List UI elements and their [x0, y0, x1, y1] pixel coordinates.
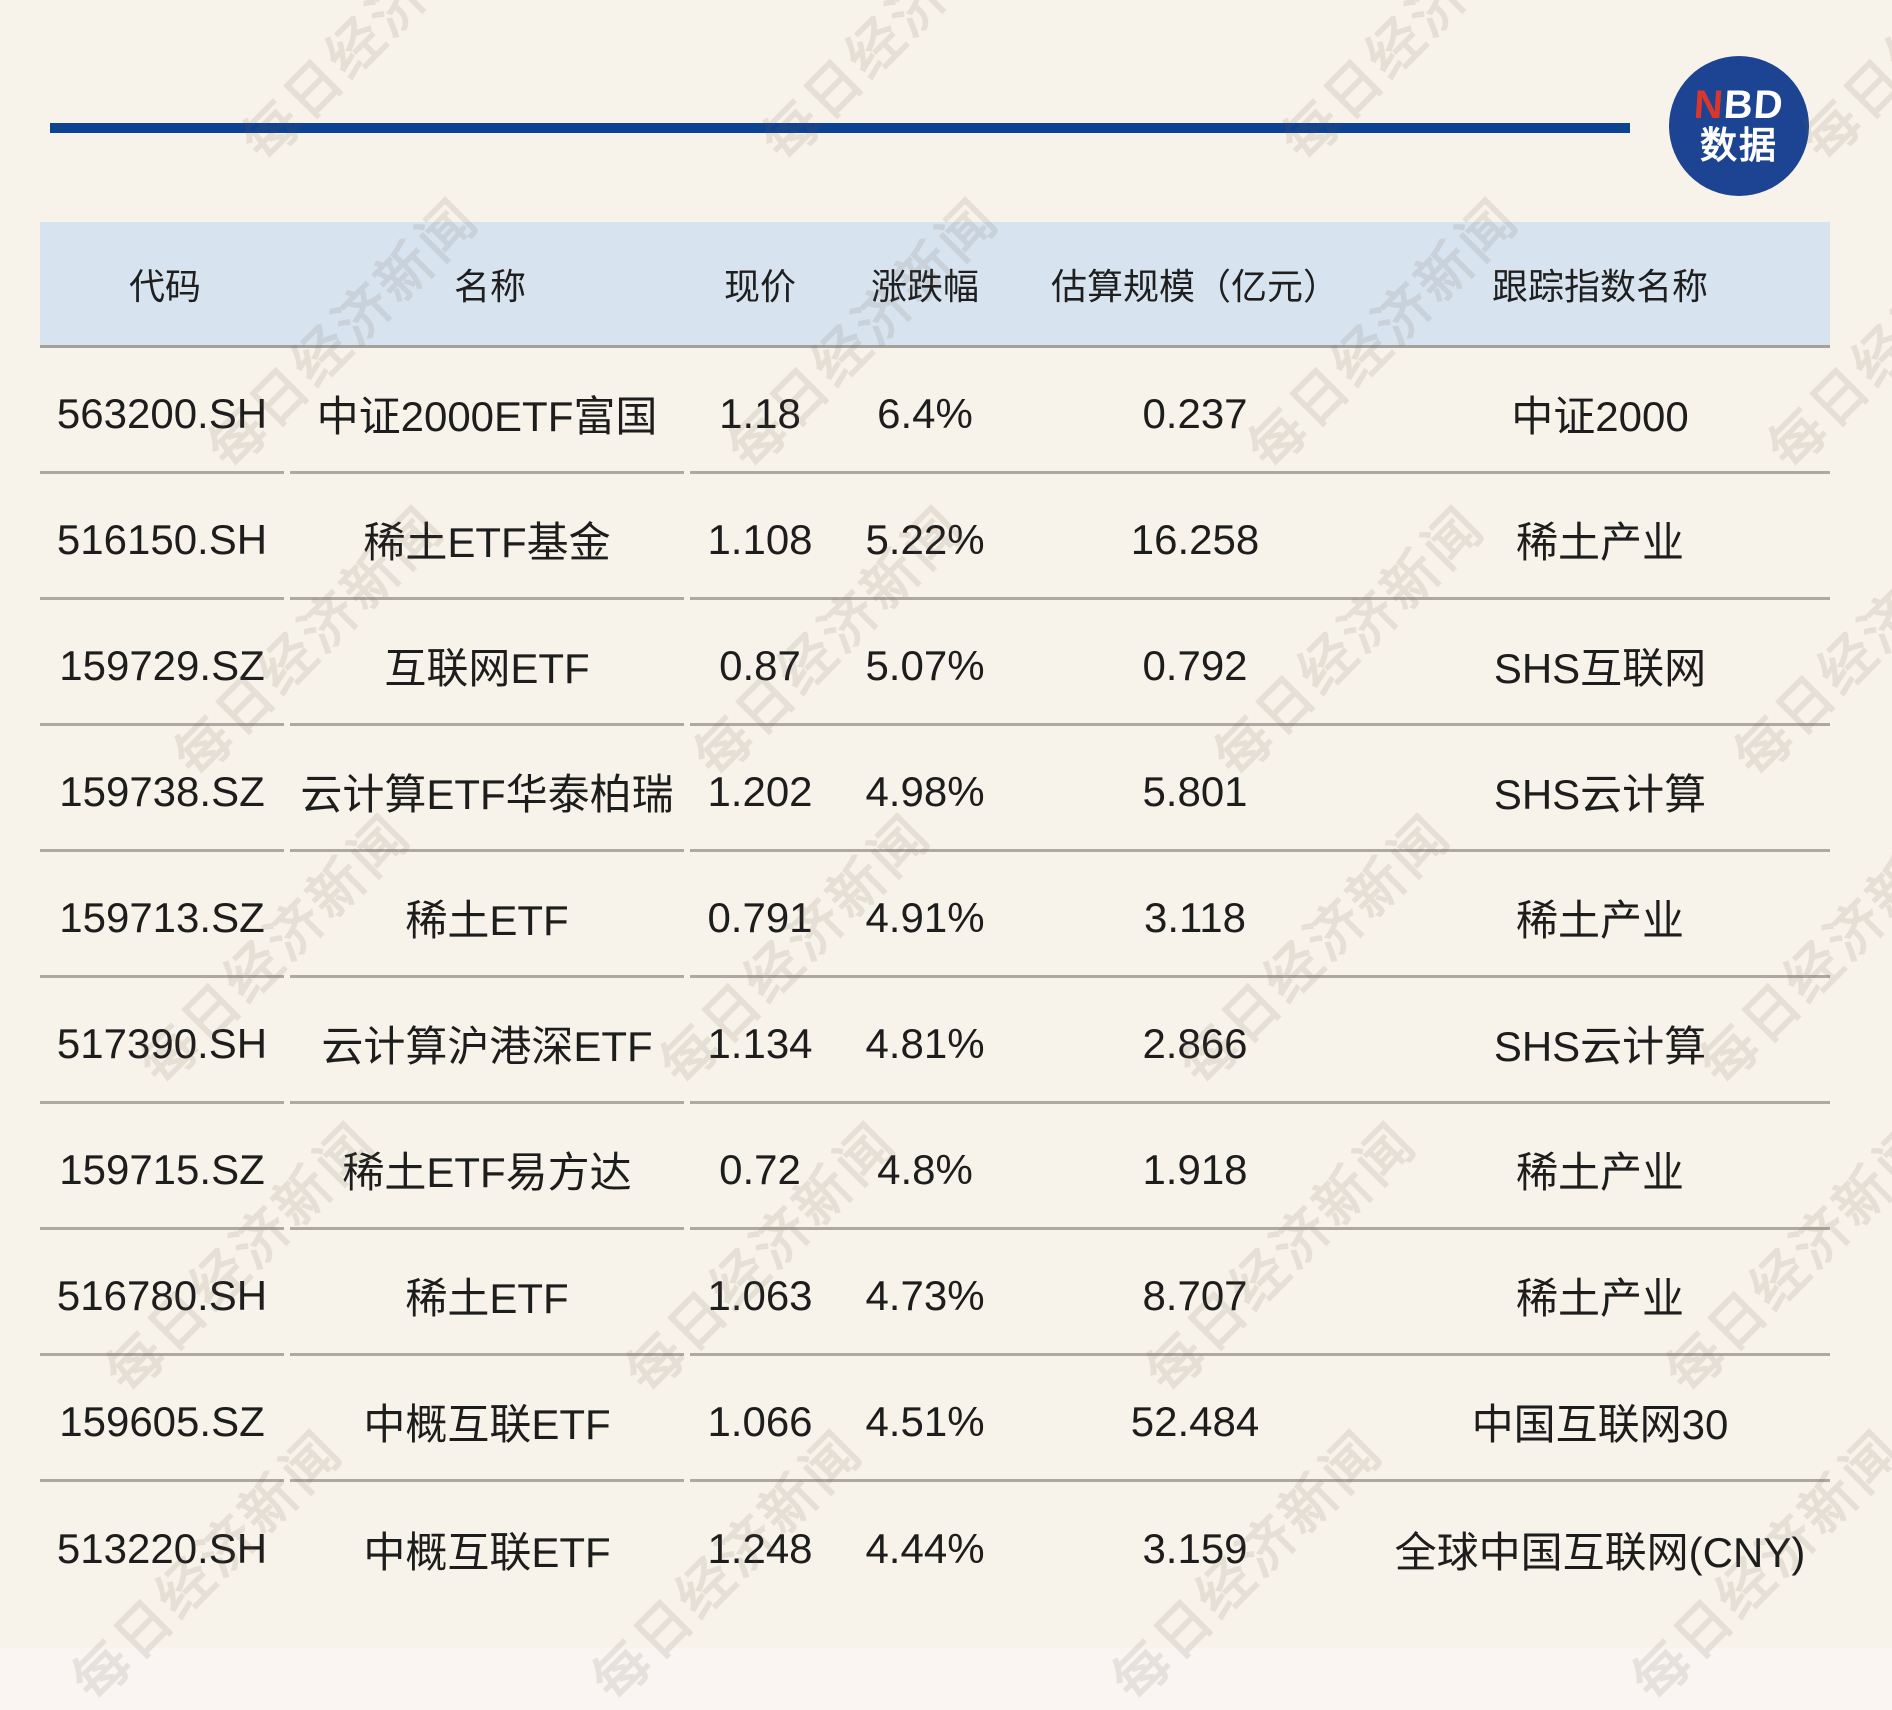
- watermark-text: 每日经济新闻: [230, 0, 525, 173]
- cell-scale: 2.866: [1020, 978, 1370, 1104]
- cell-name: 互联网ETF: [290, 600, 684, 726]
- cell-price: 1.108: [690, 474, 830, 600]
- nbd-logo-letter-n: N: [1692, 82, 1726, 127]
- cell-scale: 3.159: [1142, 1525, 1248, 1572]
- cell-change: 6.4%: [830, 348, 1020, 474]
- cell-name: 稀土ETF: [290, 852, 684, 978]
- table-row: 516780.SH 稀土ETF 1.063 4.73% 8.707 稀土产业: [40, 1230, 1830, 1356]
- cell-change: 4.73%: [830, 1230, 1020, 1356]
- cell-price: 1.134: [690, 978, 830, 1104]
- cell-scale: 16.258: [1020, 474, 1370, 600]
- table-row: 159738.SZ 云计算ETF华泰柏瑞 1.202 4.98% 5.801 SHS云计算: [40, 726, 1830, 852]
- table-row: 159729.SZ 互联网ETF 0.87 5.07% 0.792 SHS互联网: [40, 600, 1830, 726]
- column-header-change: 涨跌幅: [870, 265, 979, 307]
- cell-index: 稀土产业: [1370, 852, 1830, 978]
- table-header-row: 代码 名称 现价 涨跌幅 估算规模（亿元） 跟踪指数名称: [40, 222, 1830, 348]
- cell-name: 中概互联ETF: [290, 1356, 684, 1482]
- brand-rule-line: [50, 123, 1630, 133]
- cell-price: 1.066: [690, 1356, 830, 1482]
- table-row: 513220.SH 中概互联ETF 1.248 4.44% 3.159 全球中国互联网(C…: [40, 1482, 1830, 1608]
- cell-index: 中国互联网30: [1370, 1356, 1830, 1482]
- watermark-text: 每日经济新闻: [750, 0, 1045, 173]
- column-header-index: 跟踪指数名称: [1491, 265, 1708, 307]
- cell-scale: 5.801: [1020, 726, 1370, 852]
- cell-price: 0.791: [690, 852, 830, 978]
- cell-name: 稀土ETF: [290, 1230, 684, 1356]
- cell-scale: 0.237: [1020, 348, 1370, 474]
- column-header-price: 现价: [723, 265, 796, 307]
- cell-name: 稀土ETF基金: [290, 474, 684, 600]
- cell-scale: 1.918: [1020, 1104, 1370, 1230]
- cell-change: 4.91%: [830, 852, 1020, 978]
- table-row: 159713.SZ 稀土ETF 0.791 4.91% 3.118 稀土产业: [40, 852, 1830, 978]
- cell-name: 云计算沪港深ETF: [290, 978, 684, 1104]
- cell-code: 516780.SH: [40, 1230, 284, 1356]
- table-row: 159605.SZ 中概互联ETF 1.066 4.51% 52.484 中国互联网30: [40, 1356, 1830, 1482]
- column-header-scale: 估算规模（亿元）: [1050, 265, 1339, 307]
- cell-index: SHS云计算: [1370, 726, 1830, 852]
- nbd-logo: NBD 数据: [1669, 56, 1809, 196]
- cell-index: 稀土产业: [1370, 1230, 1830, 1356]
- cell-name: 稀土ETF易方达: [290, 1104, 684, 1230]
- cell-code: 159738.SZ: [40, 726, 284, 852]
- cell-scale: 52.484: [1020, 1356, 1370, 1482]
- cell-index: SHS互联网: [1370, 600, 1830, 726]
- cell-price: 1.063: [690, 1230, 830, 1356]
- cell-index: 中证2000: [1370, 348, 1830, 474]
- cell-name: 中证2000ETF富国: [290, 348, 684, 474]
- cell-change: 4.44%: [865, 1525, 985, 1572]
- table-row: 516150.SH 稀土ETF基金 1.108 5.22% 16.258 稀土产业: [40, 474, 1830, 600]
- cell-code: 516150.SH: [40, 474, 284, 600]
- cell-index: 稀土产业: [1370, 1104, 1830, 1230]
- cell-code: 563200.SH: [40, 348, 284, 474]
- cell-name: 云计算ETF华泰柏瑞: [290, 726, 684, 852]
- cell-index: 全球中国互联网(CNY): [1394, 1528, 1806, 1576]
- cell-change: 5.07%: [830, 600, 1020, 726]
- cell-price: 0.87: [690, 600, 830, 726]
- cell-code: 159715.SZ: [40, 1104, 284, 1230]
- cell-name: 中概互联ETF: [363, 1528, 611, 1576]
- cell-price: 1.18: [690, 348, 830, 474]
- watermark-text: 每日经济新闻: [1270, 0, 1565, 173]
- table-row: 517390.SH 云计算沪港深ETF 1.134 4.81% 2.866 SHS云计算: [40, 978, 1830, 1104]
- cell-change: 4.81%: [830, 978, 1020, 1104]
- table-row: 159715.SZ 稀土ETF易方达 0.72 4.8% 1.918 稀土产业: [40, 1104, 1830, 1230]
- etf-table: 代码 名称 现价 涨跌幅 估算规模（亿元） 跟踪指数名称 563200.SH 中证…: [40, 222, 1830, 1608]
- nbd-logo-subtext: 数据: [1700, 124, 1778, 166]
- cell-price: 1.202: [690, 726, 830, 852]
- nbd-logo-letters-bd: BD: [1722, 82, 1786, 127]
- nbd-logo-text: NBD: [1692, 82, 1786, 127]
- cell-price: 0.72: [690, 1104, 830, 1230]
- cell-change: 4.51%: [830, 1356, 1020, 1482]
- cell-code: 513220.SH: [56, 1525, 268, 1572]
- cell-change: 5.22%: [830, 474, 1020, 600]
- cell-scale: 0.792: [1020, 600, 1370, 726]
- column-header-name: 名称: [453, 265, 526, 307]
- cell-code: 159729.SZ: [40, 600, 284, 726]
- cell-scale: 3.118: [1020, 852, 1370, 978]
- cell-code: 159713.SZ: [40, 852, 284, 978]
- cell-scale: 8.707: [1020, 1230, 1370, 1356]
- cell-change: 4.98%: [830, 726, 1020, 852]
- cell-index: 稀土产业: [1370, 474, 1830, 600]
- cell-change: 4.8%: [830, 1104, 1020, 1230]
- cell-code: 517390.SH: [40, 978, 284, 1104]
- cell-code: 159605.SZ: [40, 1356, 284, 1482]
- table-body: 563200.SH 中证2000ETF富国 1.18 6.4% 0.237 中证2000 5…: [40, 348, 1830, 1608]
- footer-band: [0, 1648, 1892, 1710]
- cell-price: 1.248: [707, 1525, 813, 1572]
- table-row: 563200.SH 中证2000ETF富国 1.18 6.4% 0.237 中证2000: [40, 348, 1830, 474]
- cell-index: SHS云计算: [1370, 978, 1830, 1104]
- column-header-code: 代码: [128, 265, 201, 307]
